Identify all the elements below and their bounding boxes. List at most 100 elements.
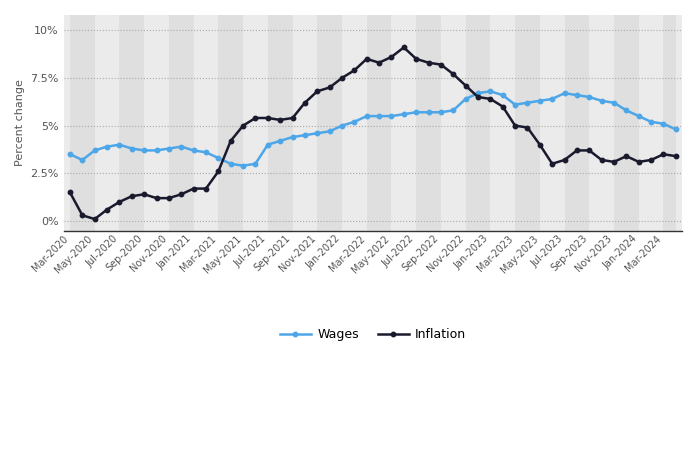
Wages (659, 121, 668, 127)
Inflation (449, 71, 457, 77)
Bar (565, 15, 589, 230)
Inflation (610, 159, 618, 165)
Inflation (523, 125, 532, 130)
Bar (515, 15, 539, 230)
Wages (412, 110, 420, 115)
Inflation (412, 56, 420, 62)
Wages (511, 102, 519, 107)
Wages (164, 146, 173, 151)
Line: Wages: Wages (68, 89, 678, 168)
Inflation (313, 88, 321, 94)
Inflation (177, 192, 185, 197)
Inflation (597, 157, 606, 163)
Wages (140, 148, 148, 153)
Wages (190, 148, 198, 153)
Inflation (399, 45, 408, 50)
Wages (375, 114, 383, 119)
Wages (325, 129, 334, 134)
Inflation (535, 142, 544, 147)
Bar (70, 15, 95, 230)
Inflation (634, 159, 643, 165)
Wages (103, 144, 112, 150)
Wages (239, 163, 247, 168)
Wages (424, 110, 433, 115)
Inflation (140, 192, 148, 197)
Wages (128, 146, 136, 151)
Inflation (276, 117, 284, 123)
Inflation (338, 75, 346, 81)
Wages (91, 148, 99, 153)
Wages (338, 123, 346, 128)
Wages (647, 119, 655, 124)
Wages (461, 96, 470, 101)
Wages (289, 134, 297, 140)
Inflation (424, 60, 433, 66)
Inflation (115, 199, 123, 205)
Wages (313, 131, 321, 136)
Inflation (251, 115, 259, 121)
Wages (177, 144, 185, 150)
Wages (362, 114, 371, 119)
Bar (268, 15, 293, 230)
Bar (614, 15, 638, 230)
Inflation (325, 85, 334, 90)
Wages (474, 91, 482, 96)
Wages (78, 157, 86, 163)
Inflation (437, 62, 445, 67)
Wages (535, 98, 544, 104)
Bar (169, 15, 194, 230)
Wages (115, 142, 123, 147)
Bar (466, 15, 491, 230)
Bar (367, 15, 392, 230)
Inflation (487, 96, 495, 101)
Inflation (585, 148, 593, 153)
Wages (350, 119, 358, 124)
Inflation (202, 186, 210, 191)
Wages (560, 91, 569, 96)
Inflation (91, 216, 99, 222)
Wages (610, 100, 618, 106)
Inflation (647, 157, 655, 163)
Wages (634, 114, 643, 119)
Wages (523, 100, 532, 106)
Inflation (164, 195, 173, 201)
Wages (251, 161, 259, 167)
Wages (300, 132, 309, 138)
Legend: Wages, Inflation: Wages, Inflation (275, 323, 471, 346)
Inflation (622, 154, 631, 159)
Wages (449, 108, 457, 113)
Inflation (511, 123, 519, 128)
Inflation (388, 54, 396, 60)
Inflation (239, 123, 247, 128)
Wages (498, 92, 507, 98)
Inflation (461, 83, 470, 88)
Wages (388, 114, 396, 119)
Bar (218, 15, 243, 230)
Bar (317, 15, 342, 230)
Inflation (153, 195, 161, 201)
Wages (585, 94, 593, 100)
Wages (276, 138, 284, 144)
Wages (573, 92, 581, 98)
Wages (548, 96, 556, 101)
Inflation (300, 100, 309, 106)
Wages (597, 98, 606, 104)
Bar (664, 15, 676, 230)
Inflation (190, 186, 198, 191)
Wages (622, 108, 631, 113)
Inflation (560, 157, 569, 163)
Wages (399, 111, 408, 117)
Inflation (474, 94, 482, 100)
Inflation (659, 152, 668, 157)
Inflation (573, 148, 581, 153)
Inflation (263, 115, 272, 121)
Wages (66, 152, 74, 157)
Inflation (350, 68, 358, 73)
Inflation (289, 115, 297, 121)
Wages (487, 88, 495, 94)
Inflation (227, 138, 235, 144)
Y-axis label: Percent change: Percent change (15, 79, 25, 166)
Inflation (128, 194, 136, 199)
Inflation (78, 212, 86, 218)
Bar (119, 15, 144, 230)
